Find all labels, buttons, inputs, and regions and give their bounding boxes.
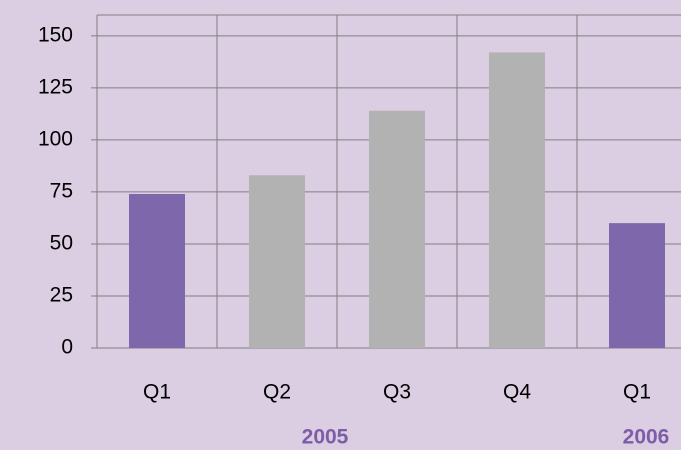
y-tick-label: 75 [50, 179, 73, 202]
y-tick-label: 125 [38, 75, 73, 98]
bar [249, 175, 305, 348]
year-label: 2005 [302, 426, 349, 449]
bar [489, 52, 545, 349]
y-tick-label: 100 [38, 127, 73, 150]
bar [129, 193, 185, 348]
x-tick-label: Q2 [263, 381, 291, 404]
y-tick-label: 150 [38, 23, 73, 46]
bar [369, 110, 425, 348]
x-tick-label: Q4 [503, 381, 531, 404]
y-tick-label: 0 [61, 336, 73, 359]
x-tick-label: Q3 [383, 381, 411, 404]
y-tick-label: 50 [50, 231, 73, 254]
x-tick-label: Q1 [623, 381, 651, 404]
y-tick-label: 25 [50, 284, 73, 307]
year-label: 2006 [623, 426, 670, 449]
bar [609, 223, 665, 348]
x-tick-label: Q1 [143, 381, 171, 404]
